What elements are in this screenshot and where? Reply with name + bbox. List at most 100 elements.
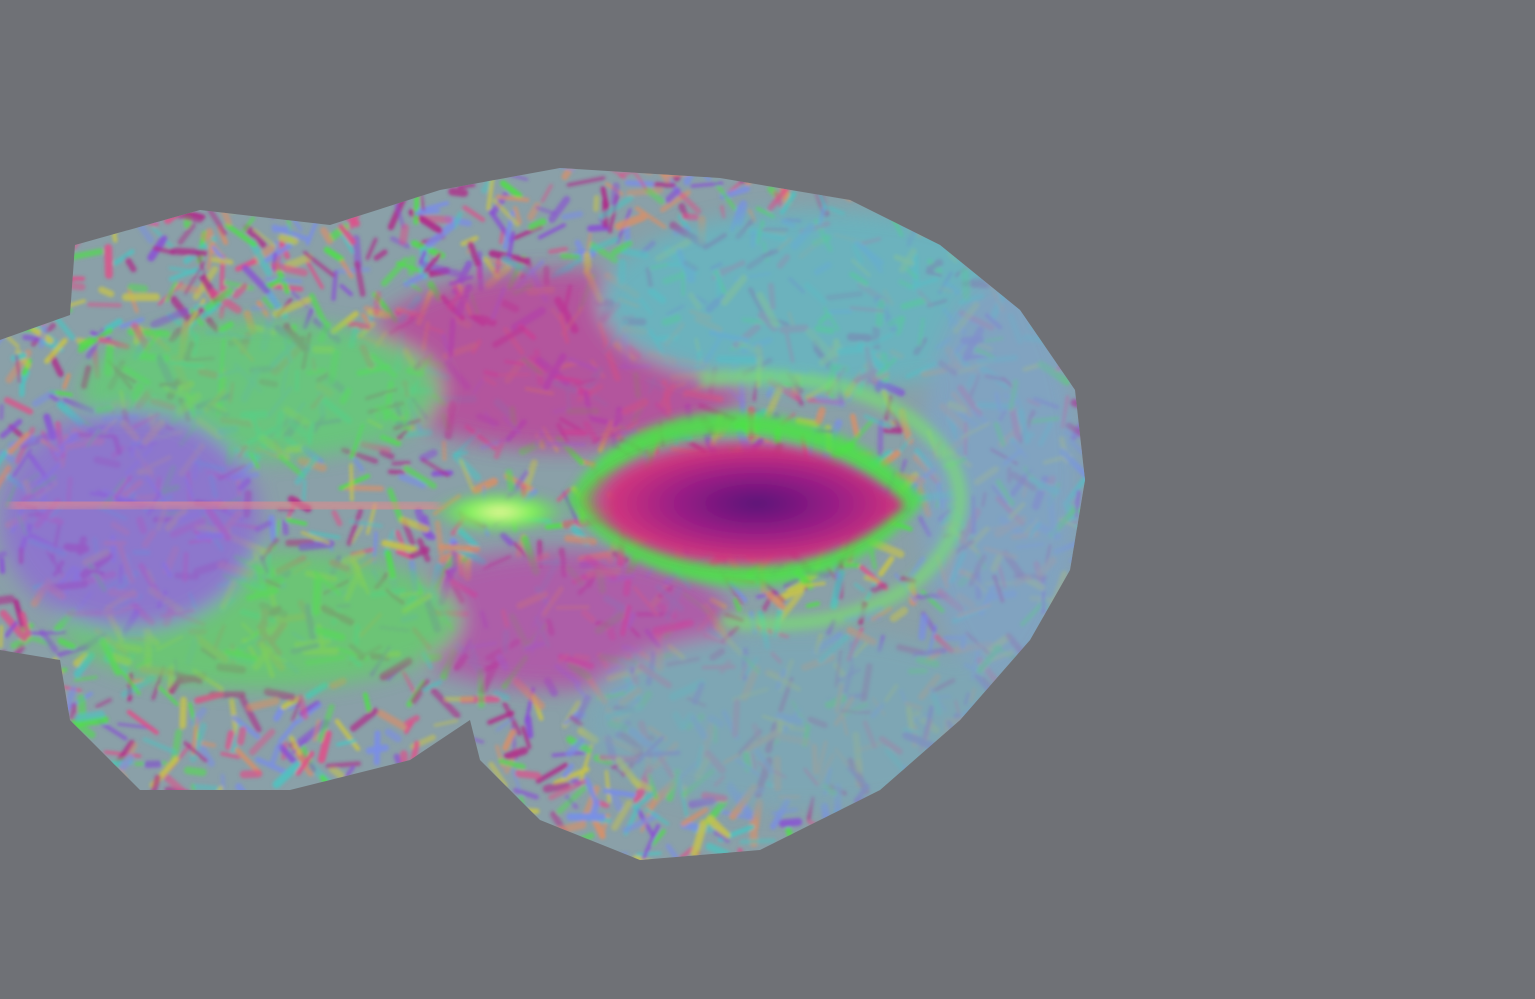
fiber-strand: [414, 766, 430, 791]
fiber-strand: [939, 740, 955, 773]
fiber-strand: [308, 790, 321, 812]
fiber-strand: [13, 778, 21, 807]
fiber-strand: [1089, 326, 1107, 340]
fiber-strand: [37, 716, 55, 743]
fiber-strand: [562, 763, 575, 779]
fiber-strand: [113, 197, 137, 233]
fiber-strand: [415, 811, 443, 843]
fiber-strand: [564, 534, 598, 546]
fiber-strand: [872, 857, 878, 860]
fiber-strand: [396, 429, 409, 441]
fiber-strand: [91, 855, 114, 860]
fiber-strand: [1057, 624, 1071, 653]
fiber-strand: [503, 746, 529, 761]
fiber-strand: [433, 719, 459, 727]
fiber-strand: [1062, 679, 1085, 687]
fiber-strand: [38, 769, 52, 804]
fiber-strand: [0, 450, 8, 471]
fiber-strand: [1044, 721, 1063, 735]
fiber-strand: [739, 168, 768, 184]
fiber-strand: [1063, 209, 1085, 227]
fiber-strand: [1001, 785, 1018, 811]
fiber-strand: [826, 179, 853, 202]
fiber-strand: [1052, 859, 1070, 860]
fiber-strand: [376, 709, 410, 732]
fiber-strand: [611, 240, 633, 257]
fiber-strand: [4, 227, 26, 245]
fiber-strand: [79, 746, 86, 769]
fiber-strand: [1078, 191, 1085, 215]
fiber-strand: [21, 669, 44, 703]
fiber-strand: [949, 864, 978, 870]
fiber-strand: [229, 196, 252, 214]
fiber-strand: [46, 774, 59, 800]
fiber-strand: [183, 741, 208, 763]
fiber-strand: [1073, 234, 1082, 260]
fiber-strand: [102, 168, 140, 179]
fiber-strand: [2, 853, 32, 860]
fiber-strand: [1068, 837, 1080, 856]
fiber-strand: [0, 624, 4, 649]
fiber-strand: [632, 855, 658, 860]
fiber-strand: [28, 710, 63, 721]
fiber-strand: [604, 769, 612, 803]
fiber-strand: [136, 221, 155, 244]
fiber-strand: [281, 519, 289, 536]
fiber-strand: [288, 735, 303, 756]
fiber-strand: [936, 820, 954, 857]
fiber-strand: [287, 168, 298, 187]
fiber-strand: [384, 728, 402, 743]
fiber-strand: [411, 240, 446, 259]
fiber-strand: [59, 217, 72, 230]
fiber-strand: [0, 211, 28, 224]
fiber-strand: [1, 282, 28, 295]
fiber-strand: [60, 251, 67, 277]
fiber-strand: [521, 725, 532, 750]
fiber-strand: [188, 176, 195, 198]
fiber-strand: [93, 766, 105, 780]
fiber-strand: [295, 751, 315, 776]
fiber-strand: [654, 863, 671, 871]
fiber-strand: [38, 274, 55, 299]
fiber-strand: [933, 633, 955, 654]
fiber-strand: [917, 826, 925, 852]
fiber-strand: [785, 827, 799, 858]
fiber-strand: [997, 237, 1013, 243]
fiber-strand: [593, 194, 600, 212]
fiber-strand: [938, 836, 961, 853]
fiber-strand: [54, 700, 67, 718]
fiber-strand: [44, 187, 61, 206]
fiber-strand: [143, 168, 157, 181]
fiber-strand: [1026, 816, 1034, 837]
fiber-strand: [396, 799, 415, 819]
fiber-strand: [241, 216, 256, 233]
fiber-strand: [179, 175, 189, 204]
fiber-strand: [402, 428, 433, 438]
fiber-strand: [244, 168, 272, 180]
fiber-strand: [19, 374, 26, 398]
fiber-strand: [962, 189, 981, 196]
fiber-strand: [1046, 235, 1069, 263]
fiber-strand: [3, 397, 34, 415]
fiber-strand: [561, 840, 570, 860]
fiber-strand: [29, 759, 45, 774]
fiber-strand: [230, 847, 249, 860]
fiber-strand: [0, 465, 12, 500]
fiber-strand: [334, 805, 354, 826]
fiber-strand: [16, 812, 46, 825]
fiber-strand: [80, 758, 108, 777]
fiber-strand: [1081, 514, 1085, 524]
fiber-strand: [248, 238, 273, 277]
fiber-strand: [978, 238, 999, 265]
fiber-strand: [999, 686, 1016, 703]
fiber-strand: [502, 728, 517, 752]
fiber-strand: [524, 715, 534, 739]
fiber-strand: [634, 206, 667, 230]
fiber-strand: [62, 373, 71, 390]
fiber-strand: [362, 177, 373, 209]
fiber-strand: [119, 753, 134, 771]
fiber-strand: [513, 787, 539, 800]
fiber-strand: [269, 189, 299, 218]
